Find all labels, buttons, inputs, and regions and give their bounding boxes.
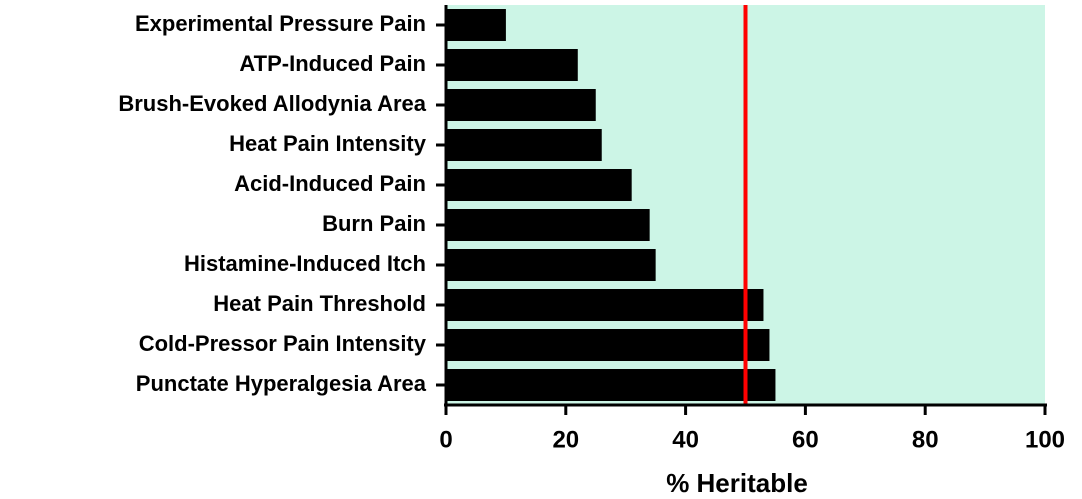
- y-tick-label: Brush-Evoked Allodynia Area: [118, 91, 426, 116]
- bar: [446, 329, 770, 361]
- y-tick-label: Burn Pain: [322, 211, 426, 236]
- bar: [446, 129, 602, 161]
- bar: [446, 89, 596, 121]
- bar: [446, 49, 578, 81]
- y-tick-label: Experimental Pressure Pain: [135, 11, 426, 36]
- x-tick-label: 0: [439, 426, 452, 453]
- y-tick-label: Histamine-Induced Itch: [184, 251, 426, 276]
- y-tick-label: Heat Pain Intensity: [229, 131, 427, 156]
- bar: [446, 289, 764, 321]
- y-tick-label: ATP-Induced Pain: [239, 51, 426, 76]
- x-tick-label: 20: [552, 426, 579, 453]
- y-tick-label: Punctate Hyperalgesia Area: [136, 371, 427, 396]
- x-tick-label: 40: [672, 426, 699, 453]
- bar: [446, 169, 632, 201]
- y-tick-label: Cold-Pressor Pain Intensity: [139, 331, 427, 356]
- x-tick-label: 60: [792, 426, 819, 453]
- bar: [446, 369, 776, 401]
- y-tick-label: Heat Pain Threshold: [213, 291, 426, 316]
- x-tick-label: 100: [1025, 426, 1065, 453]
- y-tick-label: Acid-Induced Pain: [234, 171, 426, 196]
- bar: [446, 249, 656, 281]
- x-tick-label: 80: [912, 426, 939, 453]
- bar: [446, 209, 650, 241]
- x-axis-title: % Heritable: [666, 468, 808, 498]
- bar: [446, 9, 506, 41]
